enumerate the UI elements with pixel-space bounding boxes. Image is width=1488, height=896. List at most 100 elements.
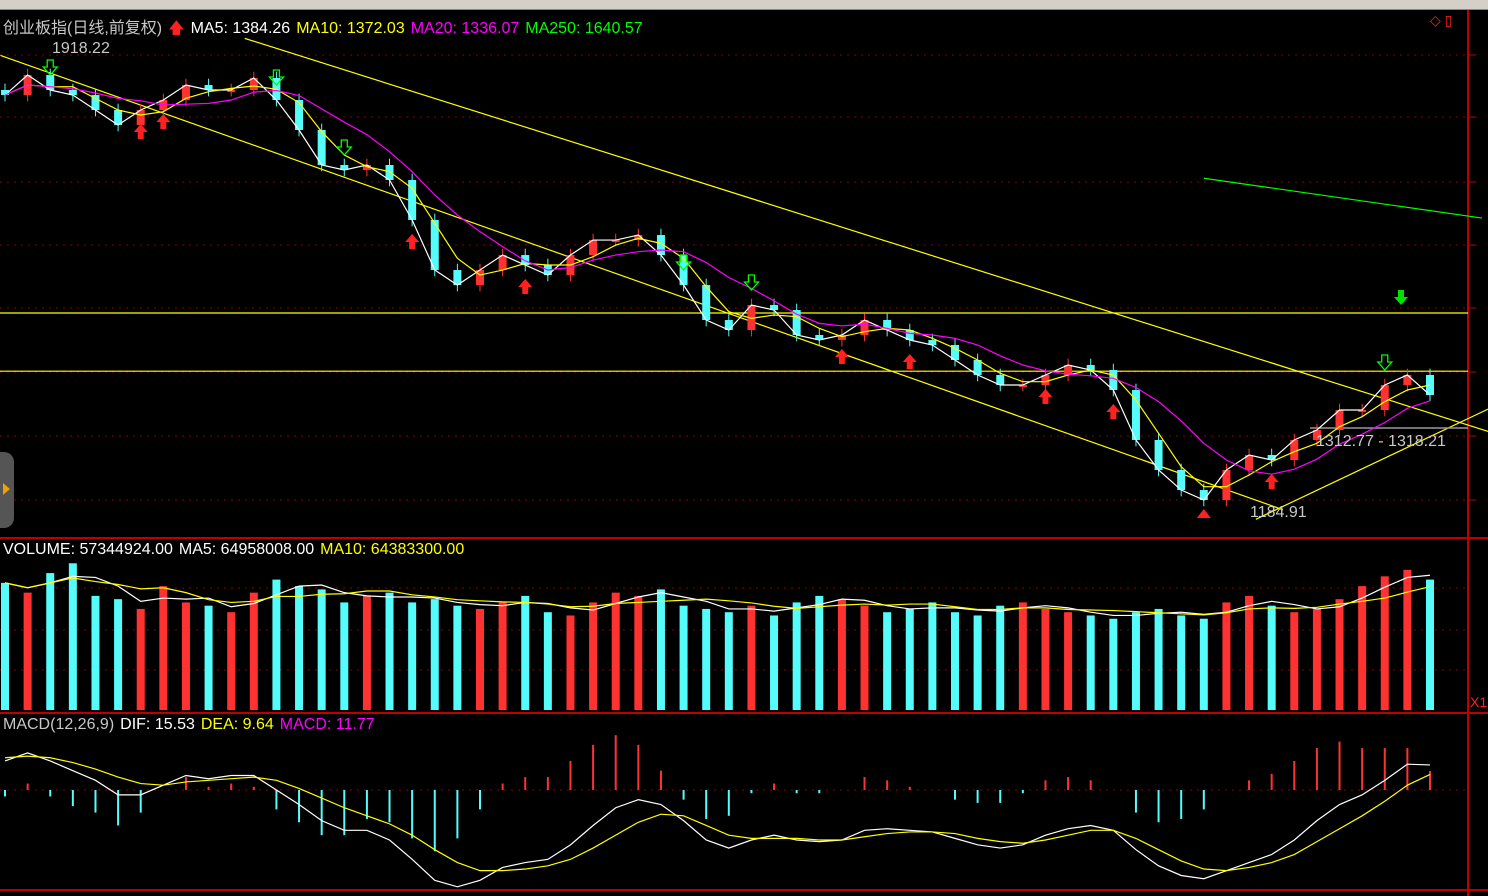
axis-corner-label: X1: [1470, 694, 1488, 710]
volume-bar: [1358, 586, 1367, 710]
volume-bar: [91, 595, 100, 710]
candle-down: [295, 100, 304, 131]
volume-bar: [1154, 608, 1163, 710]
buy-arrow-icon: [156, 114, 171, 130]
buy-arrow-icon: [1038, 389, 1053, 405]
buy-arrow-icon: [1264, 473, 1279, 489]
volume-bar: [1109, 618, 1118, 710]
candle-up: [1335, 409, 1344, 430]
candle-up: [1064, 365, 1073, 376]
volume-bar: [566, 615, 575, 710]
buy-arrow-icon: [1106, 404, 1121, 420]
volume-bar: [679, 605, 688, 710]
volume-bar: [340, 602, 349, 710]
ma10-line: [4, 84, 1431, 488]
candle-up: [611, 240, 620, 243]
trendline: [244, 37, 1488, 432]
candle-down: [815, 335, 824, 341]
low-marker-icon: [1196, 509, 1211, 518]
dea-value: DEA: 9.64: [200, 716, 274, 733]
volume-bar: [996, 605, 1005, 710]
candle-down: [1199, 490, 1208, 501]
sell-arrow-icon: [742, 274, 760, 292]
volume-bar: [362, 595, 371, 710]
volume-bar: [1380, 576, 1389, 710]
high-label: 1918.22: [52, 40, 110, 57]
candle-up: [249, 77, 258, 91]
low-label: 1184.91: [1250, 504, 1307, 521]
volume-bar: [1245, 595, 1254, 710]
candle-down: [724, 320, 733, 331]
volume-bar: [815, 595, 824, 710]
volume-bar: [68, 563, 77, 710]
candle-up: [860, 320, 869, 336]
candle-up: [498, 255, 507, 271]
volume-bar: [204, 605, 213, 710]
candle-down: [973, 360, 982, 376]
volume-bar: [951, 612, 959, 710]
candle-up: [1245, 454, 1254, 470]
volume-bar: [883, 612, 892, 710]
volume-bar: [656, 589, 665, 710]
candle-up: [1290, 439, 1299, 460]
candle-down: [91, 95, 100, 111]
candle-up: [181, 85, 190, 101]
volume-bar: [1064, 612, 1073, 710]
candle-up: [634, 235, 643, 241]
candle-up: [227, 90, 236, 93]
candle-down: [792, 310, 801, 336]
candle-up: [589, 240, 598, 256]
volume-bar: [272, 579, 281, 710]
candle-down: [521, 255, 530, 266]
candle-down: [68, 90, 77, 96]
volume-bar: [1041, 608, 1050, 710]
volume-value: VOLUME: 57344924.00: [3, 541, 173, 558]
candle-down: [453, 270, 462, 286]
candle-down: [951, 345, 959, 361]
volume-bar: [543, 612, 552, 710]
volume-bar: [1426, 579, 1434, 710]
volume-bar: [1018, 602, 1027, 710]
volume-bar: [159, 586, 168, 710]
signal-arrow-icon: [1394, 290, 1408, 305]
trendline: [0, 54, 1284, 511]
candle-up: [476, 270, 484, 286]
volume-bar: [181, 602, 190, 710]
volume-ma5-line: [4, 574, 1431, 617]
candle-down: [1154, 439, 1163, 470]
candle-down: [1, 89, 9, 96]
ma10-value: MA10: 1372.03: [296, 20, 405, 37]
volume-bar: [227, 612, 236, 710]
candle-down: [656, 235, 665, 256]
candle-down: [928, 340, 937, 346]
candle-down: [1109, 370, 1118, 391]
candle-down: [905, 330, 914, 341]
volume-bar: [23, 592, 32, 710]
trendline: [1255, 408, 1488, 520]
volume-ma10-line: [4, 577, 1431, 616]
sell-arrow-icon: [675, 254, 693, 272]
candle-down: [702, 285, 711, 321]
dea-line: [4, 755, 1431, 872]
volume-bar: [1086, 615, 1095, 710]
volume-bar: [317, 589, 326, 710]
buy-arrow-icon: [834, 349, 849, 365]
candle-down: [1086, 365, 1095, 371]
volume-bar: [634, 595, 643, 710]
volume-bar: [46, 573, 55, 710]
buy-arrow-icon: [405, 233, 420, 249]
volume-bar: [928, 602, 937, 710]
range-label: 1312.77 - 1318.21: [1316, 433, 1446, 450]
diamond-icon[interactable]: ◇ ▯: [1430, 12, 1453, 28]
price-header: 创业板指(日线,前复权) 🡅 MA5: 1384.26 MA10: 1372.03 MA…: [3, 14, 649, 44]
volume-bar: [702, 608, 711, 710]
volume-bar: [249, 592, 258, 710]
candle-down: [204, 85, 213, 91]
volume-bar: [611, 592, 620, 710]
candle-down: [770, 305, 779, 311]
candle-up: [1041, 375, 1050, 386]
volume-bar: [589, 602, 598, 710]
volume-bar: [295, 586, 304, 710]
side-panel-toggle[interactable]: [0, 452, 14, 528]
